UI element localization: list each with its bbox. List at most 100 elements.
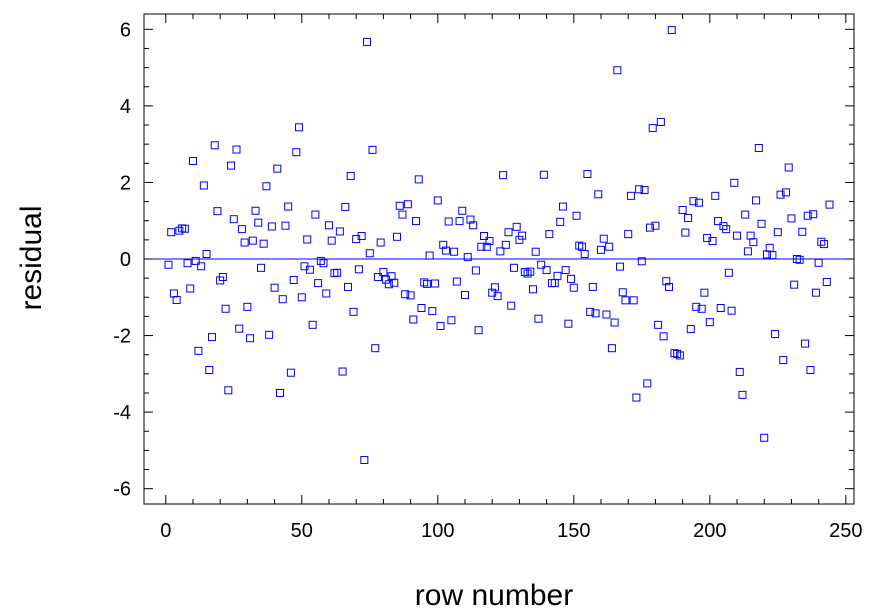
data-point [395, 201, 404, 210]
data-point [175, 226, 184, 235]
data-point [806, 366, 815, 375]
data-point [273, 164, 282, 173]
data-point [798, 227, 807, 236]
data-point [757, 219, 766, 228]
data-point [485, 237, 494, 246]
data-point [689, 197, 698, 206]
data-point [474, 326, 483, 335]
data-point [319, 259, 328, 268]
data-point [455, 217, 464, 226]
data-point [281, 221, 290, 230]
data-point [501, 240, 510, 249]
data-point [509, 263, 518, 272]
data-point [803, 211, 812, 220]
data-point [616, 262, 625, 271]
data-point [425, 251, 434, 260]
data-point [575, 241, 584, 250]
x-tick-label: 250 [829, 520, 862, 542]
data-point [607, 344, 616, 353]
x-tick-label: 50 [291, 520, 313, 542]
data-point [665, 282, 674, 291]
data-point [548, 279, 557, 288]
data-point [779, 356, 788, 365]
data-point [327, 236, 336, 245]
data-point [586, 307, 595, 316]
data-point [229, 215, 238, 224]
data-point [678, 206, 687, 214]
data-point [431, 279, 440, 288]
data-point [373, 272, 382, 281]
data-point [409, 315, 418, 324]
data-point [368, 145, 377, 154]
data-point [254, 218, 263, 227]
data-point [648, 124, 657, 133]
data-point [569, 283, 578, 292]
data-point [191, 256, 200, 265]
data-point [694, 198, 703, 207]
data-point [700, 288, 709, 297]
data-point [518, 231, 527, 240]
data-point [643, 379, 652, 388]
data-point [439, 240, 448, 249]
data-point [240, 238, 249, 247]
data-point [564, 319, 573, 328]
data-point [624, 230, 633, 239]
data-point [545, 230, 554, 239]
data-point [686, 325, 695, 334]
data-point [428, 307, 437, 316]
data-point [259, 239, 268, 248]
data-point [202, 250, 211, 259]
data-point [311, 210, 320, 219]
data-point [656, 117, 665, 126]
data-point [278, 295, 287, 304]
data-point [371, 344, 380, 353]
data-point [262, 182, 271, 191]
data-point [708, 237, 717, 246]
data-point [705, 318, 714, 327]
data-point [605, 242, 614, 251]
data-point [730, 178, 739, 187]
data-point [270, 283, 279, 292]
data-point [167, 228, 176, 237]
data-point [324, 221, 333, 230]
data-point [322, 289, 331, 298]
data-point [469, 221, 478, 230]
data-point [237, 225, 246, 234]
data-point [556, 217, 565, 226]
data-point [667, 26, 676, 35]
data-point [499, 171, 508, 180]
data-point [588, 282, 597, 291]
data-point [390, 278, 399, 287]
data-point [670, 349, 679, 358]
data-point [580, 250, 589, 259]
data-point [520, 268, 529, 277]
data-point [208, 333, 217, 342]
data-point [360, 455, 369, 464]
data-point [637, 257, 646, 266]
data-point [825, 200, 834, 209]
data-point [662, 277, 671, 286]
data-point [178, 224, 187, 233]
data-point [490, 283, 499, 292]
data-point [471, 266, 480, 275]
data-point [507, 301, 516, 310]
data-point [727, 306, 736, 315]
data-point [384, 280, 393, 289]
data-point [447, 316, 456, 325]
data-point [558, 202, 567, 211]
data-point [681, 228, 690, 237]
data-point [398, 210, 407, 219]
data-point [227, 161, 236, 170]
data-point [316, 256, 325, 265]
data-point [466, 215, 475, 224]
data-point [436, 321, 445, 330]
data-point [529, 285, 538, 294]
data-point [363, 37, 372, 46]
data-point [197, 262, 206, 271]
data-point [735, 367, 744, 376]
data-point [787, 214, 796, 223]
data-point [265, 330, 274, 339]
data-point [180, 224, 189, 233]
data-point [632, 393, 641, 402]
data-point [251, 206, 260, 215]
